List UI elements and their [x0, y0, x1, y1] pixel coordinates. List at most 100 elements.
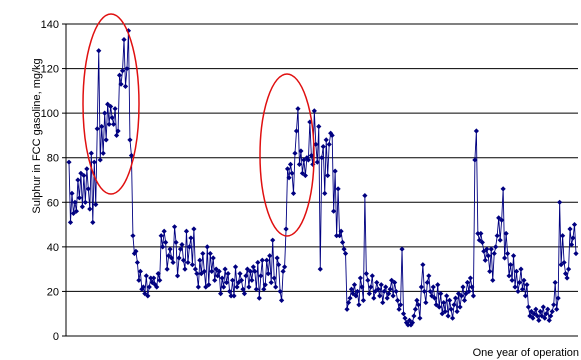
data-point-marker: [507, 262, 514, 268]
data-point-marker: [96, 48, 102, 54]
data-point-marker: [411, 313, 417, 319]
data-point-marker: [73, 208, 80, 214]
data-point-marker: [512, 284, 518, 290]
data-point-marker: [154, 284, 160, 290]
data-point-marker: [88, 150, 94, 156]
data-point-marker: [571, 221, 578, 228]
data-point-marker: [444, 293, 450, 299]
data-point-marker: [167, 246, 173, 252]
data-point-marker: [567, 226, 573, 232]
data-point-marker: [219, 275, 225, 281]
data-point-marker: [216, 268, 222, 274]
data-point-marker: [384, 295, 390, 301]
data-point-marker: [142, 291, 148, 297]
axes: [62, 23, 578, 337]
data-point-marker: [400, 311, 407, 317]
data-point-marker: [314, 159, 320, 165]
data-point-marker: [335, 186, 341, 192]
y-tick-label: 120: [41, 64, 59, 76]
data-point-marker: [552, 279, 558, 286]
data-point-marker: [372, 288, 378, 295]
data-point-marker: [542, 315, 548, 321]
data-point-marker: [467, 275, 474, 281]
data-point-marker: [221, 284, 227, 290]
data-point-marker: [302, 172, 308, 179]
data-point-marker: [421, 288, 427, 295]
data-point-marker: [149, 279, 155, 286]
data-point-marker: [203, 284, 209, 290]
data-point-marker: [497, 237, 503, 243]
data-point-marker: [206, 282, 212, 288]
data-point-marker: [505, 250, 511, 257]
data-point-marker: [93, 201, 99, 208]
data-point-marker: [296, 161, 303, 167]
data-point-marker: [478, 230, 484, 237]
data-point-marker: [510, 253, 517, 259]
data-point-marker: [392, 279, 398, 286]
y-tick-label: 140: [41, 19, 59, 31]
y-tick-label: 0: [53, 331, 59, 343]
data-point-marker: [402, 315, 408, 321]
data-point-marker: [81, 172, 87, 179]
data-point-marker: [522, 293, 529, 299]
data-point-marker: [102, 110, 108, 116]
y-tick-label: 40: [47, 242, 59, 254]
data-point-marker: [408, 322, 414, 328]
data-point-marker: [237, 271, 243, 277]
data-point-marker: [188, 235, 194, 241]
data-point-marker: [549, 308, 555, 315]
data-point-marker: [546, 317, 552, 323]
data-point-marker: [111, 121, 117, 127]
data-point-marker: [490, 277, 496, 283]
data-point-marker: [351, 282, 358, 288]
data-point-marker: [359, 284, 365, 290]
data-point-marker: [290, 190, 297, 196]
data-point-marker: [412, 306, 419, 312]
data-point-marker: [442, 308, 448, 315]
data-point-marker: [195, 284, 201, 290]
data-point-marker: [543, 311, 549, 317]
data-point-marker: [487, 268, 493, 274]
data-point-marker: [281, 264, 288, 270]
data-point-marker: [548, 313, 554, 319]
data-point-marker: [310, 161, 316, 167]
data-point-marker: [475, 230, 481, 237]
data-point-marker: [339, 239, 346, 245]
data-point-marker: [225, 271, 231, 277]
data-point-marker: [420, 262, 426, 268]
data-point-marker: [182, 266, 188, 272]
data-point-marker: [271, 275, 277, 281]
data-point-marker: [204, 244, 210, 250]
data-point-marker: [531, 311, 537, 317]
data-point-marker: [84, 166, 90, 172]
data-point-marker: [161, 228, 167, 234]
data-point-marker: [250, 264, 256, 270]
data-point-marker: [273, 284, 279, 290]
data-point-marker: [383, 284, 389, 290]
data-point-marker: [128, 152, 135, 159]
data-point-marker: [113, 132, 120, 139]
data-point-marker: [180, 257, 187, 263]
data-point-marker: [354, 288, 361, 295]
data-point-marker: [66, 159, 72, 165]
data-point-marker: [371, 295, 377, 301]
data-point-marker: [305, 157, 311, 163]
data-point-marker: [139, 286, 145, 292]
data-point-marker: [573, 250, 579, 257]
data-point-marker: [509, 277, 515, 283]
data-point-marker: [246, 284, 252, 290]
data-point-marker: [438, 291, 444, 297]
data-point-marker: [252, 268, 258, 274]
data-point-marker: [323, 137, 329, 143]
data-point-marker: [94, 126, 100, 132]
data-point-marker: [231, 293, 237, 299]
data-point-marker: [458, 293, 465, 299]
data-point-marker: [222, 266, 228, 272]
data-point-marker: [484, 246, 490, 252]
data-point-marker: [170, 259, 176, 266]
data-point-marker: [397, 302, 404, 308]
data-point-marker: [555, 295, 561, 301]
data-point-marker: [293, 128, 300, 134]
data-point-marker: [342, 250, 349, 257]
